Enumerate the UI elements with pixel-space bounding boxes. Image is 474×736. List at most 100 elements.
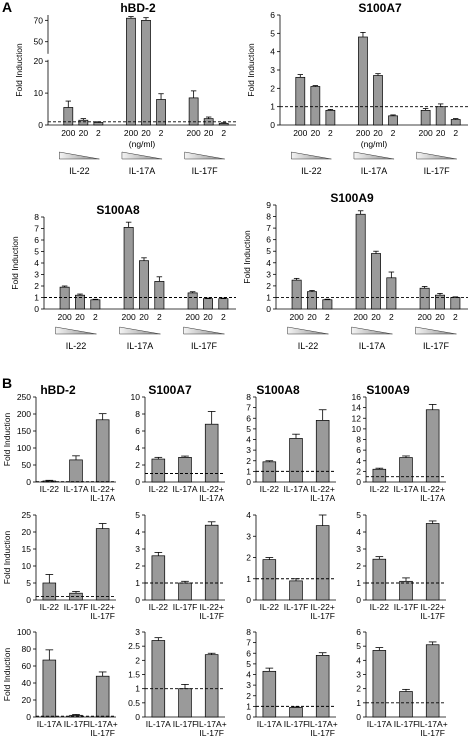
category-label: IL-17F <box>173 602 198 612</box>
y-tick-label: 3 <box>135 544 140 554</box>
y-tick-label: 2 <box>266 281 271 291</box>
bar <box>420 109 431 126</box>
bar <box>203 298 213 310</box>
x-tick-label: 2 <box>325 312 330 322</box>
x-unit-label: (ng/ml) <box>361 139 388 149</box>
y-tick-label: 10 <box>22 561 32 571</box>
bar <box>42 659 57 718</box>
concentration-wedge <box>351 326 393 335</box>
y-tick-label: 100 <box>17 627 31 637</box>
panel-letter-a: A <box>2 0 12 15</box>
y-tick-label: 8 <box>246 392 251 402</box>
category-label: IL-17A <box>393 484 418 494</box>
y-tick-label: 80 <box>22 644 32 654</box>
y-tick-label: 20 <box>22 695 32 705</box>
y-tick-label: 8 <box>135 409 140 419</box>
x-tick-label: 20 <box>373 128 383 138</box>
y-tick-label: 5 <box>34 247 39 257</box>
category-label: IL-17F <box>394 602 419 612</box>
y-tick-label: 8 <box>266 212 271 222</box>
y-tick-label: 0 <box>135 595 140 605</box>
y-tick-label: 0 <box>246 477 251 487</box>
category-label: IL-22+ <box>310 602 334 612</box>
category-label: IL-17F <box>90 728 115 736</box>
y-tick-label: 4 <box>270 47 275 57</box>
x-tick-label: 200 <box>290 312 304 322</box>
y-tick-label: 50 <box>34 37 44 47</box>
x-tick-label: 2 <box>96 128 101 138</box>
x-tick-label: 200 <box>122 312 136 322</box>
x-tick-label: 20 <box>371 312 381 322</box>
bar <box>310 86 321 126</box>
y-tick-label: 5 <box>356 510 361 520</box>
bar <box>386 277 397 310</box>
concentration-wedge <box>353 151 395 160</box>
category-label: IL-17F <box>310 611 335 621</box>
bar <box>262 461 277 483</box>
y-tick-label: 2 <box>135 460 140 470</box>
category-label: IL-17A <box>199 493 224 503</box>
x-tick-label: 2 <box>93 312 98 322</box>
y-tick-label: 3 <box>270 65 275 75</box>
category-label: IL-17A+ <box>418 719 448 729</box>
y-tick-label: 2.5 <box>128 641 140 651</box>
bar <box>156 99 166 126</box>
y-tick-label: 70 <box>34 15 44 25</box>
bar <box>63 107 74 126</box>
bar <box>425 523 440 601</box>
y-tick-label: 0 <box>135 712 140 722</box>
y-tick-label: 50 <box>22 460 32 470</box>
x-tick-label: 20 <box>307 312 317 322</box>
bar <box>151 555 166 601</box>
bar <box>388 115 398 126</box>
category-label: IL-17F <box>394 719 419 729</box>
bar <box>425 644 440 718</box>
category-label: IL-17A <box>367 719 392 729</box>
category-label: IL-17F <box>420 728 445 736</box>
chart-11: 0 1 2 3 4 5 IL-22 IL-17F IL-22+IL-17F <box>356 510 446 621</box>
bar <box>289 438 303 483</box>
bar <box>450 119 461 126</box>
bar <box>295 76 306 126</box>
chart-title: S100A8 <box>96 203 140 217</box>
category-label: IL-22 <box>149 602 169 612</box>
chart-8: 0 5 10 15 20 25 Fold Induction IL-22 IL-17F IL-22… <box>2 510 116 621</box>
bar <box>188 97 199 126</box>
y-tick-label: 1 <box>135 578 140 588</box>
y-tick-label: 4 <box>356 527 361 537</box>
y-tick-label: 6 <box>356 627 361 637</box>
category-label: IL-22+ <box>199 602 223 612</box>
category-label: IL-17F <box>284 602 309 612</box>
x-tick-label: 2 <box>328 128 333 138</box>
bar <box>42 582 57 601</box>
bar <box>204 654 219 718</box>
bar <box>435 106 446 126</box>
x-tick-label: 20 <box>75 312 85 322</box>
y-tick-label: 16 <box>352 392 362 402</box>
category-label: IL-22+ <box>199 484 223 494</box>
bar <box>399 457 413 483</box>
category-label: IL-17A <box>283 484 308 494</box>
y-tick-label: 40 <box>22 678 32 688</box>
bar <box>151 640 166 718</box>
chart-title: hBD-2 <box>40 383 76 397</box>
y-tick-label: 0 <box>26 477 31 487</box>
bar <box>90 299 101 310</box>
bar <box>322 299 333 310</box>
bar <box>262 670 277 718</box>
bar <box>325 109 336 126</box>
bar <box>154 281 165 310</box>
category-label: IL-17A <box>420 493 445 503</box>
group-label: IL-17F <box>424 166 451 176</box>
y-tick-label: 1 <box>34 293 39 303</box>
y-tick-label: 3 <box>266 269 271 279</box>
bar <box>93 122 104 126</box>
y-tick-label: 4 <box>246 435 251 445</box>
category-label: IL-22 <box>149 484 169 494</box>
y-tick-label: 4 <box>246 670 251 680</box>
